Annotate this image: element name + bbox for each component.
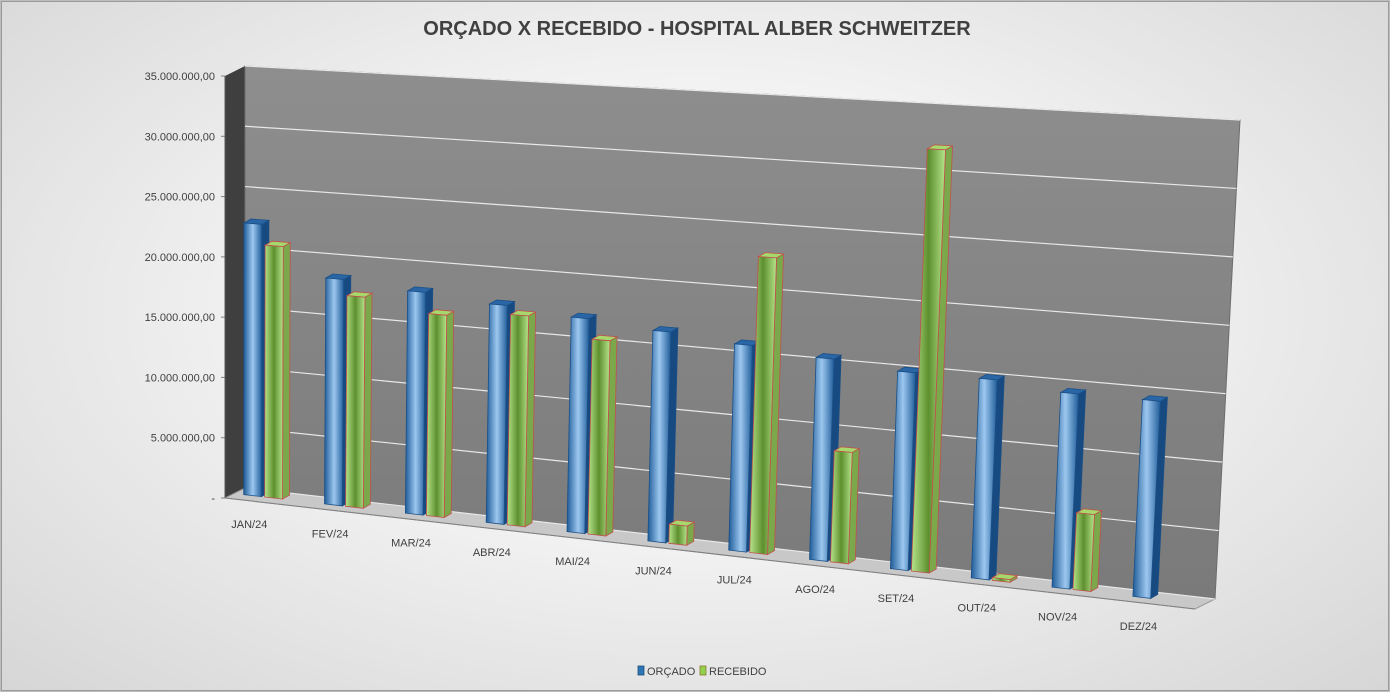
bar-recebido-front: [910, 148, 946, 574]
bar-orcado-front: [970, 377, 998, 581]
gridline: [244, 65, 1241, 121]
plot-area: - 5.000.000,00 10.000.000,00 15.000.000,00 2…: [145, 65, 1241, 633]
y-tick-label: 5.000.000,00: [151, 433, 215, 445]
bar-orcado-front: [243, 222, 263, 498]
bar-recebido: [587, 334, 619, 537]
bar-recebido-front: [425, 313, 448, 518]
bar-recebido: [506, 310, 537, 528]
bar-recebido-front: [668, 523, 688, 546]
bar-orcado-front: [404, 290, 427, 516]
x-tick-label: SET/24: [878, 593, 915, 605]
bar-recebido-front: [345, 295, 366, 509]
bar-recebido-side: [282, 241, 291, 500]
y-tick-label: 35.000.000,00: [145, 71, 215, 83]
y-tick-label: -: [211, 493, 215, 505]
y-tick-label: 20.000.000,00: [145, 252, 215, 264]
bar-orcado-front: [1132, 399, 1161, 599]
bar-orcado-front: [809, 357, 835, 562]
bar-recebido: [1072, 508, 1103, 593]
bar-orcado: [1051, 387, 1088, 590]
y-tick-label: 15.000.000,00: [145, 312, 215, 324]
bar-orcado: [809, 353, 843, 563]
x-tick-label: OUT/24: [958, 602, 997, 614]
bar-orcado: [970, 373, 1006, 581]
bar-recebido: [830, 446, 861, 565]
legend-swatch: [637, 665, 645, 676]
bar-orcado-front: [647, 330, 672, 544]
legend-label: RECEBIDO: [709, 666, 767, 678]
bar-orcado-front: [566, 316, 590, 535]
y-tick-label: 30.000.000,00: [145, 131, 215, 143]
bar-recebido: [991, 573, 1019, 584]
x-tick-label: FEV/24: [312, 528, 349, 540]
bar-recebido: [749, 252, 785, 556]
bar-recebido-front: [506, 314, 530, 528]
legend: ORÇADO RECEBIDO: [637, 665, 767, 678]
bar-recebido-front: [1072, 512, 1095, 592]
bar-orcado-front: [728, 343, 753, 553]
gridline: [244, 185, 1233, 258]
bar-recebido-front: [264, 244, 284, 500]
bar-recebido-front: [830, 450, 853, 565]
x-axis-line: [224, 497, 1196, 610]
gridline: [244, 246, 1230, 326]
x-tick-label: MAI/24: [555, 556, 590, 568]
x-tick-label: MAR/24: [391, 538, 431, 550]
legend-swatch: [699, 665, 707, 676]
bar-recebido: [910, 144, 954, 574]
x-tick-label: DEZ/24: [1120, 621, 1157, 633]
side-wall: [225, 66, 245, 498]
bar-recebido: [668, 519, 696, 546]
bar-recebido: [345, 291, 374, 509]
bar-orcado-front: [485, 303, 508, 525]
bar-recebido-front: [991, 577, 1011, 583]
x-tick-label: JAN/24: [231, 519, 267, 531]
bar-recebido-front: [587, 338, 611, 537]
bar-orcado: [1132, 395, 1169, 600]
gridline: [244, 125, 1237, 190]
bar-recebido-front: [749, 256, 777, 555]
x-tick-label: AGO/24: [795, 584, 835, 596]
y-tick-label: 25.000.000,00: [145, 192, 215, 204]
x-tick-label: JUN/24: [635, 565, 672, 577]
bar-orcado-front: [1051, 391, 1080, 590]
bar-recebido: [263, 240, 292, 500]
bar-orcado-front: [889, 370, 917, 572]
bar-orcado-front: [324, 277, 345, 507]
bar-recebido: [425, 309, 456, 519]
x-tick-label: ABR/24: [473, 547, 511, 559]
chart-title: ORÇADO X RECEBIDO - HOSPITAL ALBER SCHWE…: [423, 18, 971, 40]
bar-orcado: [647, 326, 680, 544]
x-tick-label: NOV/24: [1038, 612, 1077, 624]
legend-label: ORÇADO: [647, 666, 696, 678]
y-tick-label: 10.000.000,00: [145, 372, 215, 384]
x-tick-label: JUL/24: [717, 575, 752, 587]
